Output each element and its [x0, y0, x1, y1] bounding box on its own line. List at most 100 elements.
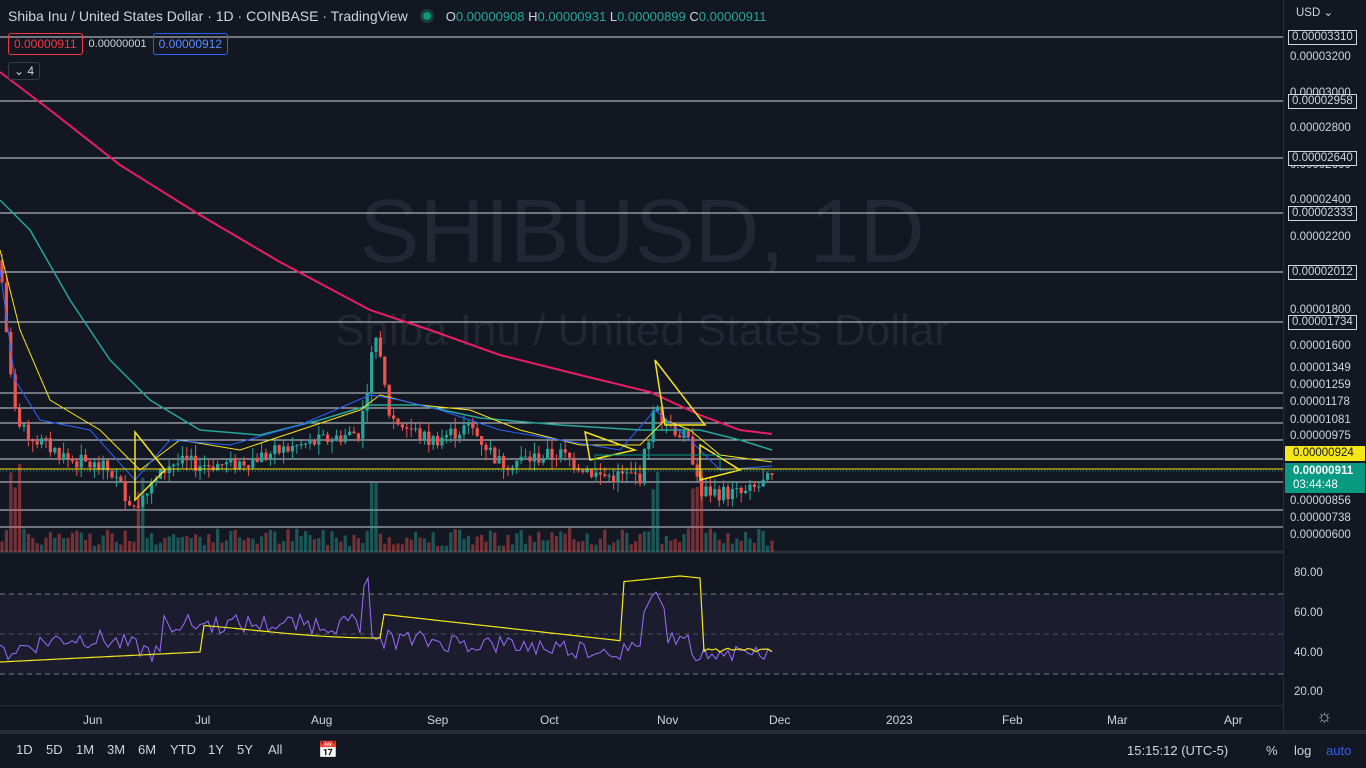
- volume-bar: [739, 540, 743, 552]
- candle-body: [449, 428, 453, 436]
- candle-body: [550, 448, 554, 459]
- price-chart[interactable]: SHIBUSD, 1D Shiba Inu / United States Do…: [0, 0, 1283, 705]
- currency-selector[interactable]: USD ⌄: [1296, 7, 1334, 19]
- candle-body: [414, 428, 418, 430]
- candle-body: [629, 472, 633, 474]
- price-level-label[interactable]: 0.00001734: [1288, 315, 1357, 330]
- time-tick: Sep: [427, 713, 449, 727]
- candle-body: [145, 493, 149, 496]
- volume-bar: [471, 544, 475, 552]
- candle-body: [422, 431, 426, 440]
- moving-averages[interactable]: [0, 71, 773, 481]
- volume-bar: [427, 542, 431, 552]
- volume-bar: [440, 545, 444, 552]
- volume-bar: [493, 532, 497, 552]
- volume-bar: [92, 545, 96, 552]
- price-level-label[interactable]: 0.00001349: [1290, 362, 1351, 374]
- volume-bar: [568, 528, 572, 552]
- volume-bar: [132, 541, 136, 552]
- volume-bar: [304, 531, 308, 552]
- candle-body: [453, 428, 457, 439]
- candle-body: [378, 337, 382, 357]
- candle-body: [229, 458, 233, 463]
- candle-body: [97, 462, 101, 470]
- rsi-ma-line: [0, 575, 773, 663]
- volume-bar: [497, 545, 501, 552]
- price-level-label[interactable]: 0.00001081: [1290, 414, 1351, 426]
- volume-bar: [550, 532, 554, 552]
- candle-body: [519, 456, 523, 461]
- price-tick: 0.00003200: [1290, 51, 1351, 63]
- range-box: [594, 454, 721, 470]
- volume-bar: [757, 529, 761, 552]
- candle-body: [326, 434, 330, 443]
- timeframe-button[interactable]: YTD: [170, 742, 196, 757]
- order-buttons: 0.00000911 0.00000001 0.00000912: [8, 33, 229, 55]
- price-level-label[interactable]: 0.00000600: [1290, 529, 1351, 541]
- indicators-toggle[interactable]: ⌄ 4: [8, 62, 41, 80]
- buy-button[interactable]: 0.00000912: [152, 33, 229, 55]
- percent-toggle[interactable]: %: [1266, 743, 1278, 758]
- volume-bar: [726, 533, 730, 552]
- price-level-label[interactable]: 0.00001178: [1290, 396, 1350, 408]
- candle-body: [634, 472, 638, 474]
- timeframe-button[interactable]: 5D: [46, 742, 63, 757]
- price-level-label[interactable]: 0.00003310: [1288, 30, 1357, 45]
- compare-icon[interactable]: 📅: [318, 742, 338, 759]
- candle-body: [678, 435, 682, 438]
- candle-body: [431, 436, 435, 445]
- volume-bar: [590, 544, 594, 552]
- candle-body: [392, 415, 396, 419]
- time-tick: Oct: [540, 713, 559, 727]
- candle-body: [119, 476, 123, 482]
- timeframe-button[interactable]: 6M: [138, 742, 157, 757]
- volume-bar: [700, 469, 704, 552]
- settings-icon[interactable]: ☼: [1316, 706, 1333, 726]
- price-level-label[interactable]: 0.00002333: [1288, 206, 1357, 221]
- candle-body: [79, 454, 83, 468]
- price-level-label[interactable]: 0.00002012: [1288, 265, 1357, 280]
- volume-bar: [387, 537, 391, 552]
- triangle-drawings[interactable]: [134, 359, 742, 502]
- candle-body: [598, 472, 602, 475]
- price-level-label[interactable]: 0.00000856: [1290, 495, 1351, 507]
- ma50-line: [0, 199, 773, 451]
- chart-area[interactable]: SHIBUSD, 1D Shiba Inu / United States Do…: [0, 0, 1283, 705]
- watermark-name: Shiba Inu / United States Dollar: [335, 306, 949, 355]
- timeframe-button[interactable]: 5Y: [237, 742, 253, 757]
- price-tick: 0.00001600: [1290, 340, 1351, 352]
- time-axis[interactable]: Jun Jul Aug Sep Oct Nov Dec 2023 Feb Mar Apr: [0, 705, 1283, 730]
- timeframe-button[interactable]: All: [268, 742, 283, 757]
- rsi-panel[interactable]: [0, 550, 1283, 675]
- market-status-icon[interactable]: [419, 9, 434, 23]
- volume-bar: [295, 528, 299, 552]
- candle-body: [370, 352, 374, 394]
- volume-bar: [282, 541, 286, 552]
- volume-bar: [462, 539, 466, 552]
- price-level-label[interactable]: 0.00001259: [1290, 379, 1351, 391]
- candle-body: [686, 431, 690, 437]
- price-level-label[interactable]: 0.00002640: [1288, 151, 1357, 166]
- auto-toggle[interactable]: auto: [1326, 743, 1352, 758]
- timeframe-button[interactable]: 1Y: [208, 742, 224, 757]
- volume-bar: [532, 541, 536, 552]
- timeframe-button[interactable]: 1D: [16, 742, 33, 757]
- price-level-label[interactable]: 0.00002958: [1288, 94, 1357, 109]
- horizontal-levels[interactable]: [0, 36, 1283, 528]
- price-level-label[interactable]: 0.00000975: [1290, 430, 1351, 442]
- candle-body: [625, 472, 629, 474]
- volume-bar: [686, 528, 690, 552]
- timeframe-button[interactable]: 1M: [76, 742, 95, 757]
- candle-body: [123, 481, 127, 501]
- log-toggle[interactable]: log: [1294, 743, 1312, 758]
- volume-bar: [180, 537, 184, 552]
- sell-button[interactable]: 0.00000911: [8, 33, 83, 55]
- price-level-label[interactable]: 0.00000738: [1290, 512, 1351, 524]
- volume-bar: [128, 540, 132, 552]
- volume-bar: [207, 534, 211, 552]
- timeframe-button[interactable]: 3M: [107, 742, 126, 757]
- volume-bar: [585, 533, 589, 552]
- clock[interactable]: 15:15:12 (UTC-5): [1127, 743, 1229, 758]
- price-axis[interactable]: USD ⌄ 0.00003200 0.00003000 0.00002800 0.00…: [1283, 0, 1366, 730]
